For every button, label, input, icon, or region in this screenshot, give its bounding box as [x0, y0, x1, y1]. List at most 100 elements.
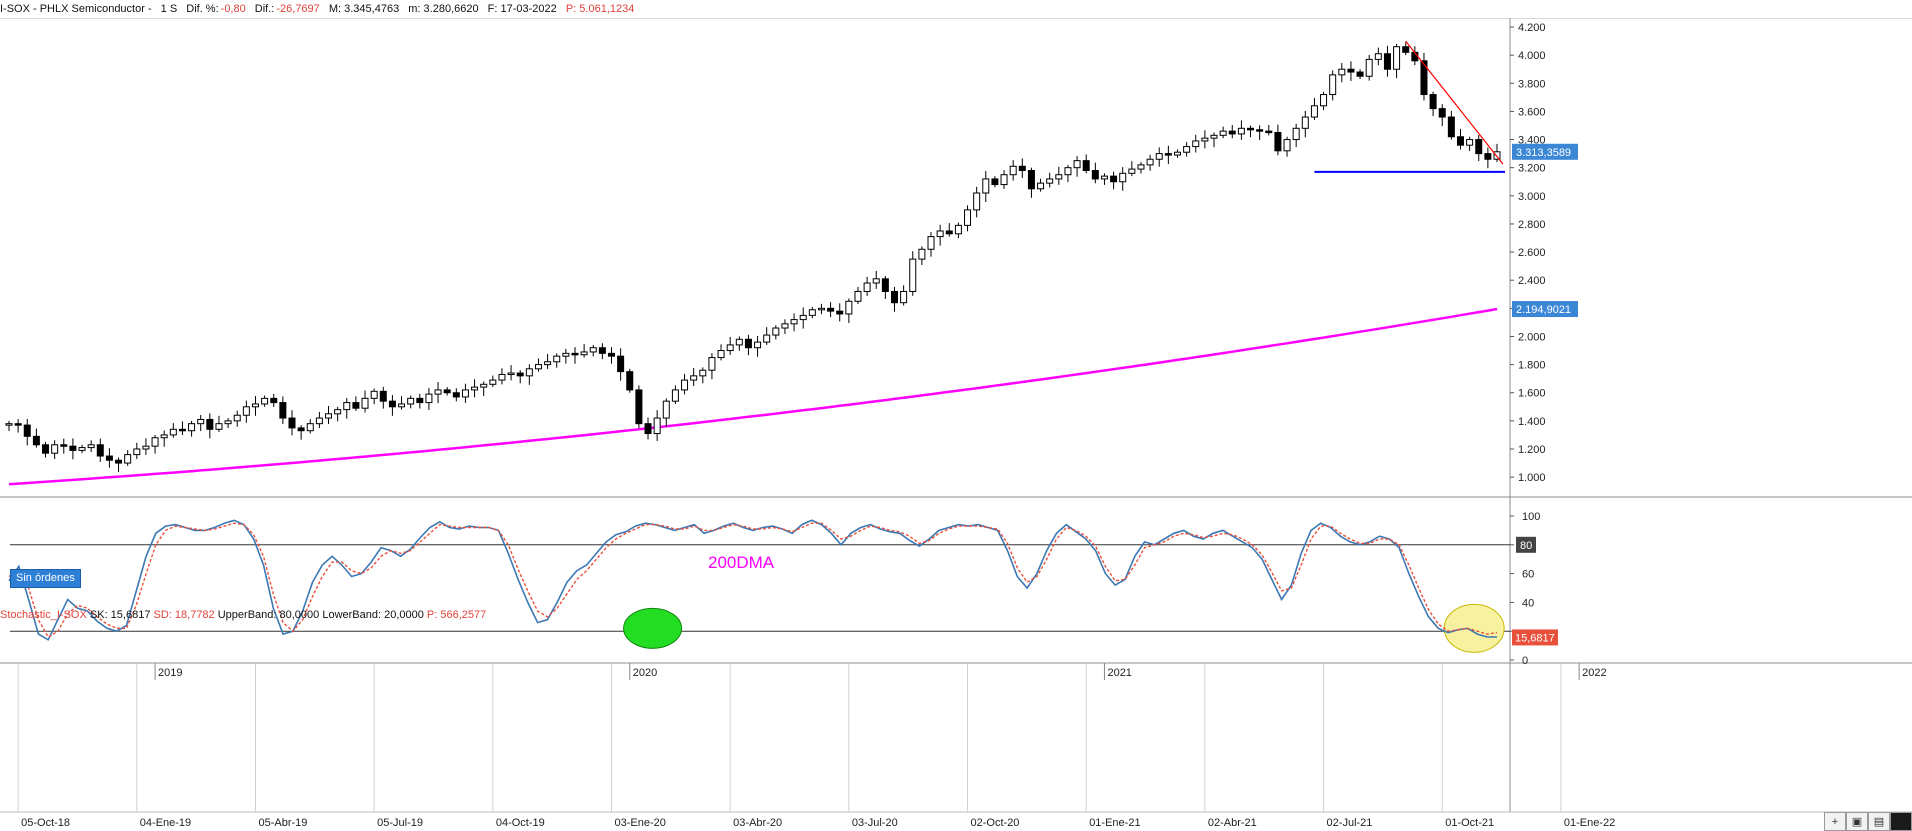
- candle-body: [900, 290, 908, 304]
- ma-price-tag: [1512, 301, 1578, 318]
- dif-value: -26,7697: [276, 3, 320, 15]
- candle-body: [1100, 175, 1108, 180]
- period-label: 1 S: [160, 3, 178, 15]
- x-tick-label: 02-Oct-20: [971, 817, 1020, 829]
- x-tick-label: 01-Ene-21: [1089, 817, 1140, 829]
- y-tick-label: 3.000: [1518, 191, 1546, 203]
- candle-body: [461, 389, 469, 398]
- candle-body: [489, 379, 497, 385]
- candle-body: [87, 444, 95, 449]
- candle-body: [124, 454, 132, 464]
- candle-body: [544, 361, 552, 366]
- candle-body: [1310, 105, 1318, 118]
- candle-body: [69, 445, 77, 451]
- candle-body: [1192, 140, 1200, 148]
- stoch-last-label: 15,6817: [1515, 632, 1555, 644]
- candle-body: [325, 413, 333, 419]
- candle-body: [626, 371, 634, 391]
- candle-body: [352, 402, 360, 409]
- candle-body: [954, 224, 962, 235]
- candle-body: [1137, 164, 1145, 170]
- candle-body: [434, 389, 442, 395]
- candle-body: [1484, 153, 1492, 160]
- candle-body: [735, 338, 743, 346]
- candle-body: [644, 423, 652, 435]
- candle-body: [1128, 168, 1136, 174]
- last-price-tag: [1512, 143, 1578, 160]
- candle-body: [881, 278, 889, 292]
- x-tick-label: 03-Jul-20: [852, 817, 898, 829]
- candle-body: [790, 319, 798, 325]
- candle-body: [407, 397, 415, 405]
- candle-body: [890, 290, 898, 304]
- sin-ordenes-badge[interactable]: Sin órdenes: [10, 569, 81, 588]
- zoom-in-icon[interactable]: +: [1824, 812, 1846, 831]
- x-tick-label: 04-Ene-19: [140, 817, 191, 829]
- stoch-y-tick-label: 0: [1522, 655, 1528, 667]
- candle-body: [178, 428, 186, 432]
- candle-body: [708, 357, 716, 371]
- candle-body: [1228, 130, 1236, 135]
- candle-body: [306, 423, 314, 432]
- candle-body: [1164, 153, 1172, 156]
- y-tick-label: 2.200: [1518, 303, 1546, 315]
- candle-body: [251, 403, 259, 408]
- candle-body: [1110, 175, 1118, 183]
- candle-body: [1000, 174, 1008, 186]
- candle-body: [1064, 167, 1072, 176]
- candle-body: [1283, 139, 1291, 152]
- candle-body: [242, 406, 250, 416]
- y-tick-label: 1.800: [1518, 360, 1546, 372]
- y-tick-label: 2.400: [1518, 275, 1546, 287]
- save-icon[interactable]: ▣: [1846, 812, 1868, 831]
- stoch-y-tick-label: 100: [1522, 511, 1540, 523]
- candle-body: [1438, 108, 1446, 118]
- candle-body: [690, 375, 698, 381]
- upper-band-tag: [1516, 536, 1536, 553]
- candle-body: [1292, 127, 1300, 141]
- candle-body: [1237, 127, 1245, 135]
- candle-body: [1027, 169, 1035, 190]
- candle-body: [78, 447, 86, 451]
- green-highlight-ellipse: [623, 607, 683, 649]
- candle-body: [1173, 151, 1181, 156]
- candle-body: [14, 423, 22, 426]
- p-label: P: 5.061,1234: [565, 3, 635, 15]
- stoch-y-tick-label: 40: [1522, 597, 1534, 609]
- x-tick-label: 05-Abr-19: [258, 817, 307, 829]
- candle-body: [1256, 129, 1264, 132]
- ma-price-label: 2.194,9021: [1516, 304, 1571, 316]
- candle-body: [872, 278, 880, 284]
- candle-body: [1475, 139, 1483, 155]
- candle-body: [534, 364, 542, 370]
- dark-mode-icon[interactable]: [1890, 812, 1912, 831]
- candle-body: [5, 423, 13, 426]
- candle-body: [1037, 182, 1045, 190]
- stoch-sk: SK: 15,6817: [89, 609, 151, 621]
- candle-body: [1329, 74, 1337, 96]
- candle-body: [388, 400, 396, 408]
- candle-body: [991, 178, 999, 186]
- stoch-p: P: 566,2577: [426, 609, 487, 621]
- x-tick-label: 02-Jul-21: [1327, 817, 1373, 829]
- candle-body: [1009, 165, 1017, 176]
- print-icon[interactable]: ▤: [1868, 812, 1890, 831]
- candle-body: [233, 414, 241, 422]
- year-label: 2019: [158, 667, 182, 679]
- y-tick-label: 3.600: [1518, 106, 1546, 118]
- max-label: M: 3.345,4763: [328, 3, 400, 15]
- bottom-toolbar: + ▣ ▤: [1824, 812, 1912, 831]
- candle-body: [1447, 116, 1455, 138]
- candle-body: [617, 355, 625, 373]
- candle-body: [1046, 178, 1054, 184]
- candle-body: [270, 397, 278, 404]
- candle-body: [1356, 71, 1364, 77]
- candle-body: [452, 392, 460, 398]
- candle-body: [471, 386, 479, 391]
- dif-pct-label: Dif. %:: [186, 3, 219, 15]
- candle-body: [662, 400, 670, 419]
- candle-body: [1338, 68, 1346, 76]
- candle-body: [580, 351, 588, 356]
- y-tick-label: 1.400: [1518, 416, 1546, 428]
